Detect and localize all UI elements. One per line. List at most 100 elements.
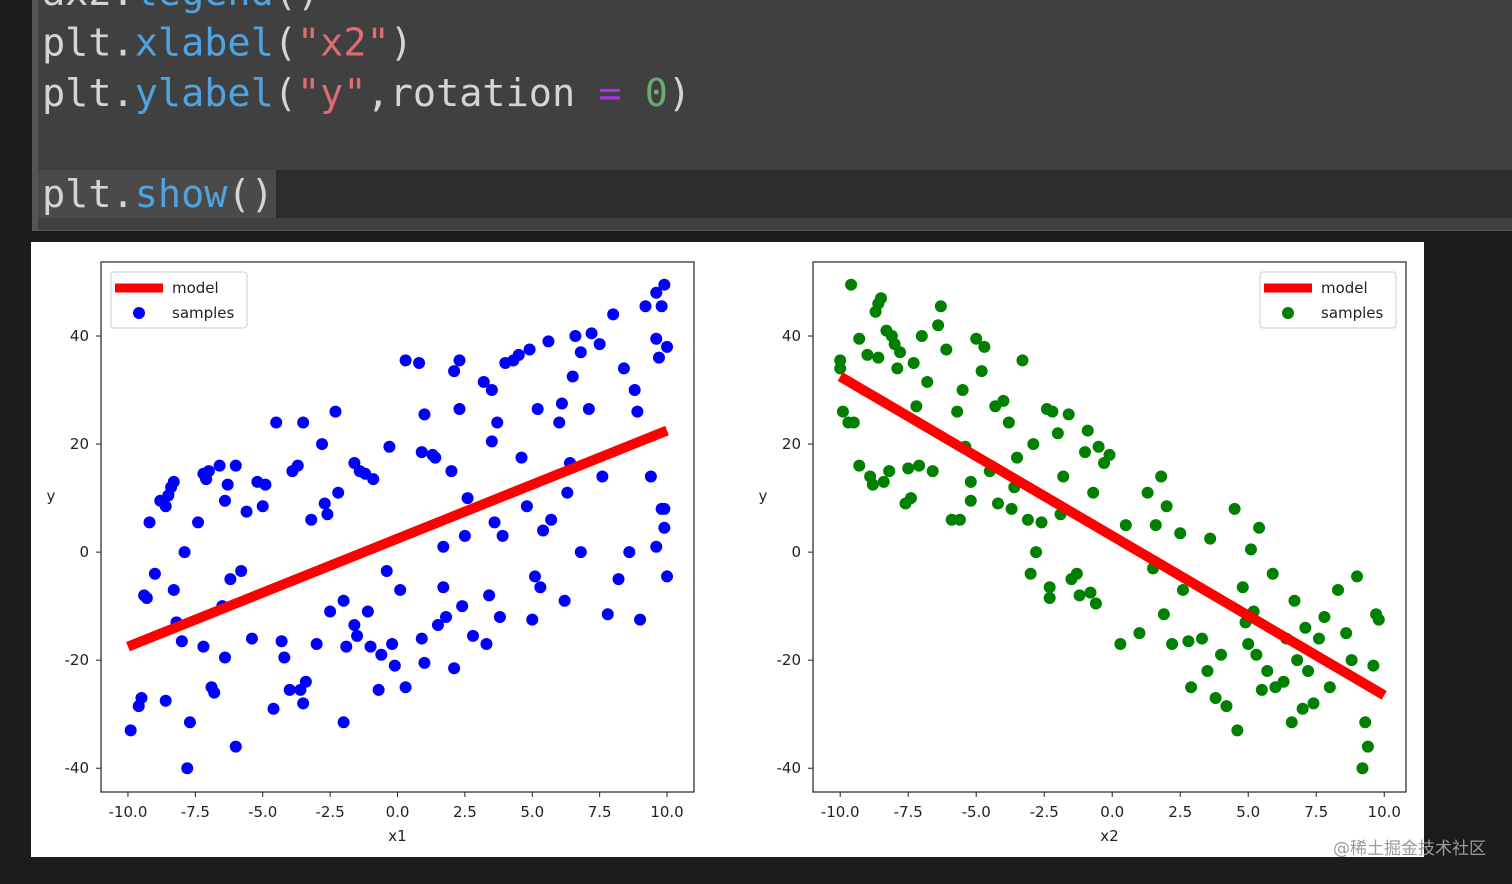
x-tick-label: -10.0 bbox=[109, 803, 148, 821]
y-tick-label: 0 bbox=[79, 543, 89, 561]
sample-point bbox=[1236, 581, 1249, 594]
sample-point bbox=[1361, 740, 1374, 753]
sample-point bbox=[440, 610, 453, 623]
code-token: "x2" bbox=[297, 21, 390, 66]
sample-point bbox=[483, 589, 496, 602]
sample-point bbox=[596, 470, 609, 483]
current-line bbox=[38, 170, 1512, 218]
sample-point bbox=[1291, 654, 1304, 667]
sample-point bbox=[235, 565, 248, 578]
sample-point bbox=[202, 465, 215, 478]
sample-point bbox=[297, 697, 310, 710]
sample-point bbox=[1002, 416, 1015, 429]
x-tick-label: -2.5 bbox=[315, 803, 344, 821]
sample-point bbox=[650, 540, 663, 553]
sample-point bbox=[545, 513, 558, 526]
sample-point bbox=[634, 613, 647, 626]
sample-point bbox=[1043, 592, 1056, 605]
sample-point bbox=[175, 635, 188, 648]
sample-point bbox=[526, 613, 539, 626]
sample-point bbox=[913, 459, 926, 472]
y-tick-label: 0 bbox=[791, 543, 801, 561]
sample-point bbox=[574, 546, 587, 559]
sample-point bbox=[351, 629, 364, 642]
x-tick-label: 7.5 bbox=[588, 803, 612, 821]
sample-point bbox=[1359, 716, 1372, 729]
x-tick-label: -2.5 bbox=[1030, 803, 1059, 821]
sample-point bbox=[1030, 546, 1043, 559]
code-token: = bbox=[598, 71, 621, 116]
sample-point bbox=[1016, 354, 1029, 367]
sample-point bbox=[904, 492, 917, 505]
sample-point bbox=[361, 605, 374, 618]
sample-point bbox=[415, 446, 428, 459]
sample-point bbox=[1073, 589, 1086, 602]
sample-point bbox=[650, 332, 663, 345]
sample-point bbox=[491, 416, 504, 429]
x-tick-label: 10.0 bbox=[1368, 803, 1401, 821]
sample-point bbox=[480, 637, 493, 650]
sample-point bbox=[229, 740, 242, 753]
sample-point bbox=[1215, 648, 1228, 661]
sample-point bbox=[593, 338, 606, 351]
sample-point bbox=[1185, 681, 1198, 694]
sample-point bbox=[1062, 408, 1075, 421]
x-tick-label: 0.0 bbox=[1100, 803, 1124, 821]
sample-point bbox=[1079, 446, 1092, 459]
sample-point bbox=[135, 691, 148, 704]
sample-point bbox=[566, 370, 579, 383]
sample-point bbox=[534, 581, 547, 594]
x-axis-label: x1 bbox=[388, 827, 406, 845]
y-tick-label: -20 bbox=[65, 651, 90, 669]
code-token: plt. bbox=[42, 172, 135, 217]
sample-point bbox=[853, 459, 866, 472]
sample-point bbox=[661, 340, 674, 353]
y-axis-label: y bbox=[47, 487, 56, 505]
code-token: ) bbox=[668, 71, 691, 116]
sample-point bbox=[324, 605, 337, 618]
sample-point bbox=[496, 529, 509, 542]
sample-point bbox=[1087, 486, 1100, 499]
code-line: plt.show() bbox=[42, 172, 274, 217]
x-tick-label: 10.0 bbox=[650, 803, 683, 821]
sample-point bbox=[639, 300, 652, 313]
sample-point bbox=[143, 516, 156, 529]
sample-point bbox=[208, 686, 221, 699]
sample-point bbox=[221, 478, 234, 491]
model-line bbox=[126, 425, 669, 652]
sample-point bbox=[329, 405, 342, 418]
sample-point bbox=[1351, 570, 1364, 583]
sample-point bbox=[167, 583, 180, 596]
sample-point bbox=[991, 497, 1004, 510]
y-tick-label: -20 bbox=[777, 651, 802, 669]
sample-point bbox=[388, 659, 401, 672]
code-token: show bbox=[135, 172, 229, 217]
sample-point bbox=[1149, 519, 1162, 532]
sample-point bbox=[218, 494, 231, 507]
sample-point bbox=[1288, 594, 1301, 607]
sample-point bbox=[921, 375, 934, 388]
x-tick-label: -10.0 bbox=[821, 803, 860, 821]
sample-point bbox=[299, 675, 312, 688]
sample-point bbox=[159, 694, 172, 707]
sample-point bbox=[278, 651, 291, 664]
sample-point bbox=[1005, 502, 1018, 515]
sample-point bbox=[383, 440, 396, 453]
sample-point bbox=[367, 473, 380, 486]
x-tick-label: -5.0 bbox=[248, 803, 277, 821]
sample-point bbox=[558, 594, 571, 607]
sample-point bbox=[1155, 470, 1168, 483]
sample-point bbox=[267, 702, 280, 715]
sample-point bbox=[1024, 567, 1037, 580]
model-line bbox=[837, 372, 1387, 700]
sample-point bbox=[1204, 532, 1217, 545]
x-tick-label: 0.0 bbox=[386, 803, 410, 821]
sample-point bbox=[445, 465, 458, 478]
sample-point bbox=[488, 516, 501, 529]
sample-point bbox=[940, 343, 953, 356]
y-axis-label: y bbox=[759, 487, 768, 505]
sample-point bbox=[1345, 654, 1358, 667]
sample-point bbox=[883, 465, 896, 478]
legend-label: model bbox=[172, 279, 219, 297]
sample-point bbox=[453, 354, 466, 367]
